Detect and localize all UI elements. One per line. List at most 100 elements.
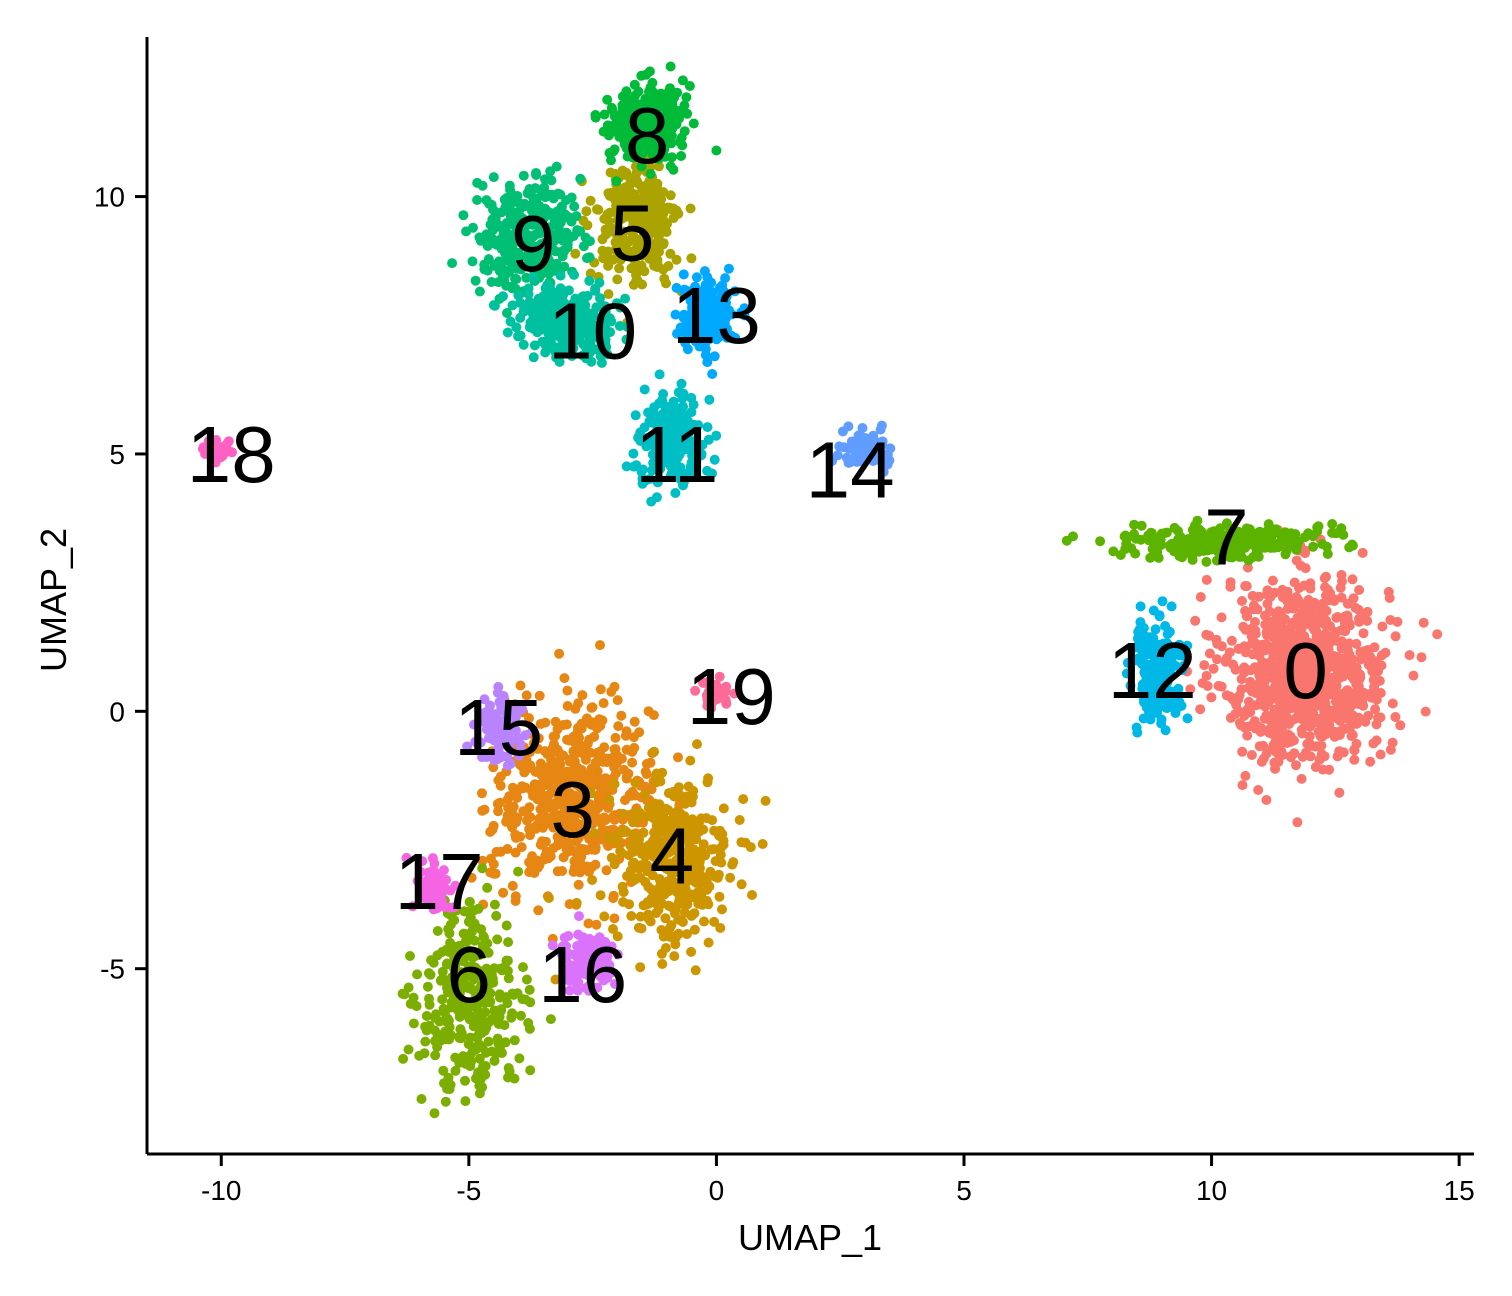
cluster-3-point (559, 673, 570, 684)
cluster-4-point (634, 863, 644, 874)
cluster-9-point (547, 189, 557, 200)
cluster-0-point (1330, 696, 1341, 707)
cluster-8-point (603, 130, 614, 141)
cluster-5-point (585, 268, 596, 279)
x-tick-label: -10 (201, 1175, 241, 1206)
cluster-3-point (569, 811, 580, 822)
cluster-0-point (1331, 635, 1342, 646)
cluster-8-point (606, 102, 617, 113)
cluster-0-point (1276, 746, 1287, 757)
cluster-3-point (627, 757, 638, 768)
cluster-7-point (1191, 536, 1202, 547)
cluster-8-point (676, 151, 687, 161)
cluster-8-point (688, 118, 699, 129)
cluster-0-point (1272, 718, 1282, 728)
cluster-10-point (594, 277, 605, 288)
cluster-4-point (649, 798, 660, 809)
cluster-8-point (645, 168, 656, 179)
cluster-3-point (573, 698, 584, 709)
cluster-3-point (550, 716, 561, 727)
cluster-11-point (678, 388, 689, 399)
cluster-9-point (518, 170, 529, 181)
cluster-3-point (525, 812, 536, 823)
cluster-4-point (680, 884, 691, 895)
cluster-4-point (588, 828, 599, 839)
cluster-3-point (577, 690, 588, 701)
cluster-9-point (526, 205, 537, 216)
cluster-10-point (584, 275, 595, 286)
cluster-12-point (1170, 705, 1181, 716)
cluster-12-point (1121, 668, 1132, 679)
cluster-8-points (590, 61, 722, 187)
cluster-7-point (1211, 555, 1222, 566)
cluster-0-point (1351, 662, 1362, 673)
cluster-0-point (1246, 750, 1257, 760)
cluster-6-point (525, 997, 536, 1008)
cluster-12-point (1182, 713, 1193, 724)
cluster-4-point (645, 849, 655, 860)
cluster-3-point (525, 760, 536, 771)
cluster-12-points (1121, 596, 1193, 738)
cluster-4-point (656, 948, 667, 959)
cluster-label-10: 10 (548, 286, 637, 375)
cluster-3-point (598, 698, 609, 709)
cluster-8-point (665, 61, 676, 72)
cluster-9-point (584, 252, 595, 263)
cluster-3-point (535, 788, 546, 799)
cluster-4-point (707, 815, 718, 826)
cluster-3-point (623, 768, 634, 779)
cluster-6-point (450, 1065, 461, 1076)
cluster-12-point (1135, 601, 1146, 612)
cluster-3-point (610, 732, 621, 743)
cluster-6-point (488, 977, 499, 988)
cluster-10-point (585, 347, 595, 358)
cluster-10-point (488, 300, 499, 311)
cluster-0-point (1432, 629, 1443, 640)
cluster-0-point (1296, 773, 1307, 784)
cluster-8-point (611, 176, 622, 187)
cluster-0-point (1332, 751, 1343, 762)
cluster-11-point (635, 427, 646, 438)
cluster-0-point (1346, 731, 1357, 742)
cluster-7-point (1317, 539, 1328, 550)
cluster-10-point (598, 320, 608, 331)
cluster-label-12: 12 (1108, 626, 1197, 715)
cluster-3-point (613, 721, 624, 732)
cluster-0-point (1255, 726, 1266, 737)
cluster-6-point (464, 897, 475, 907)
cluster-4-point (643, 881, 654, 892)
cluster-3-point (620, 730, 631, 741)
cluster-3-point (520, 782, 531, 793)
cluster-0-point (1392, 616, 1403, 627)
cluster-3-point (535, 839, 546, 850)
cluster-4-point (677, 917, 688, 927)
cluster-0-point (1336, 643, 1347, 653)
cluster-5-point (624, 180, 635, 191)
cluster-4-point (689, 829, 699, 840)
cluster-5-point (617, 237, 628, 248)
cluster-3-point (552, 831, 563, 842)
cluster-12-point (1150, 624, 1161, 635)
cluster-0-point (1317, 598, 1328, 609)
cluster-8-point (684, 81, 695, 91)
cluster-10-point (528, 272, 539, 283)
cluster-3-point (595, 640, 605, 651)
cluster-5-point (601, 229, 612, 240)
cluster-6-point (449, 951, 459, 962)
cluster-10-point (555, 270, 566, 281)
cluster-8-point (609, 144, 620, 155)
cluster-0-point (1357, 695, 1368, 706)
cluster-9-point (510, 207, 521, 218)
cluster-10-point (544, 295, 554, 306)
cluster-7-point (1176, 547, 1187, 558)
cluster-5-point (612, 188, 623, 199)
cluster-10-point (586, 356, 597, 367)
scatter-points (197, 61, 1443, 1119)
cluster-10-point (595, 293, 605, 304)
cluster-4-point (714, 830, 725, 841)
cluster-9-point (518, 215, 528, 226)
cluster-4-point (657, 959, 668, 969)
cluster-5-point (610, 169, 621, 179)
cluster-8-point (621, 86, 632, 97)
cluster-0-point (1297, 751, 1308, 762)
